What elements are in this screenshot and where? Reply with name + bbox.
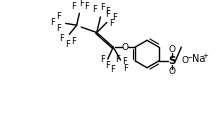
Text: F: F bbox=[71, 2, 76, 11]
Text: F: F bbox=[56, 24, 61, 33]
Text: F: F bbox=[71, 37, 76, 46]
Text: F: F bbox=[56, 13, 61, 22]
Text: F: F bbox=[65, 40, 70, 49]
Text: F: F bbox=[109, 19, 114, 28]
Text: F: F bbox=[84, 2, 89, 11]
Text: F: F bbox=[105, 7, 110, 16]
Text: F: F bbox=[92, 5, 97, 14]
Text: F: F bbox=[122, 57, 127, 66]
Text: F: F bbox=[124, 64, 129, 73]
Text: −: − bbox=[186, 55, 192, 61]
Text: Na: Na bbox=[192, 54, 206, 64]
Text: O: O bbox=[181, 56, 188, 65]
Text: F: F bbox=[105, 61, 110, 70]
Text: F: F bbox=[100, 3, 105, 12]
Text: O: O bbox=[122, 43, 129, 52]
Text: O: O bbox=[168, 67, 175, 76]
Text: F: F bbox=[113, 13, 118, 22]
Text: F: F bbox=[110, 65, 115, 74]
Text: F: F bbox=[115, 55, 120, 64]
Text: F: F bbox=[105, 10, 110, 19]
Text: F: F bbox=[79, 0, 84, 8]
Text: O: O bbox=[168, 45, 175, 54]
Text: F: F bbox=[50, 18, 55, 27]
Text: F: F bbox=[59, 34, 64, 43]
Text: +: + bbox=[203, 53, 208, 59]
Text: S: S bbox=[168, 56, 175, 66]
Text: F: F bbox=[100, 55, 105, 64]
